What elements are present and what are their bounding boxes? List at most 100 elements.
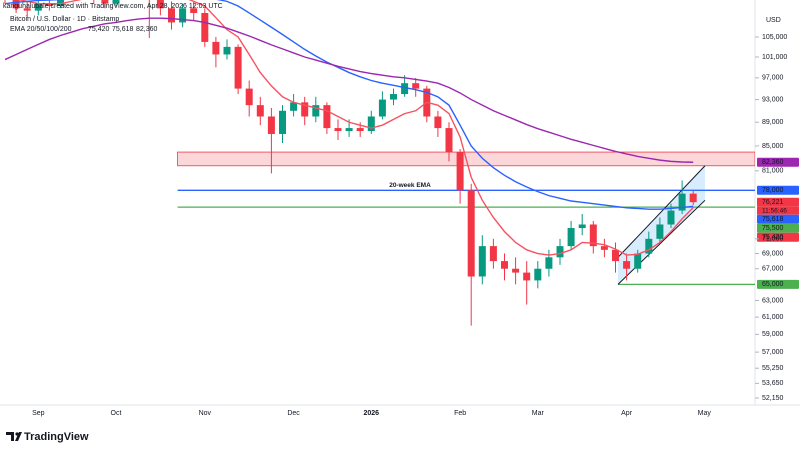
y-tick-label: 71,000 xyxy=(762,236,784,243)
legend-value: 75,420 xyxy=(88,26,110,33)
candle-body xyxy=(23,8,31,11)
y-tick-label: 93,000 xyxy=(762,96,784,103)
symbol-line: Bitcoin / U.S. Dollar · 1D · Bitstamp xyxy=(10,16,119,23)
countdown-box xyxy=(757,206,799,215)
candle-body xyxy=(112,0,120,4)
x-tick-label: Feb xyxy=(454,410,466,417)
candle-body xyxy=(378,99,386,117)
y-tick-label: 52,150 xyxy=(762,395,784,402)
ema-line xyxy=(4,0,694,210)
candle-body xyxy=(179,8,187,23)
countdown: 11:56:46 xyxy=(762,207,787,214)
y-tick-label: 97,000 xyxy=(762,75,784,82)
x-tick-label: Sep xyxy=(32,410,45,417)
candle-body xyxy=(12,0,20,9)
plot-area: 20-week EMA xyxy=(4,0,755,326)
price-label-box xyxy=(757,185,799,195)
x-tick-label: Nov xyxy=(199,410,212,417)
y-tick-label: 89,000 xyxy=(762,119,784,126)
candle-body xyxy=(567,228,575,247)
candle-body xyxy=(556,246,564,258)
candle-body xyxy=(168,8,175,23)
candle-body xyxy=(456,152,464,191)
currency: USD xyxy=(766,17,781,24)
price-label: 75,420 xyxy=(762,234,784,241)
candle-body xyxy=(467,190,475,277)
candle-body xyxy=(667,210,675,225)
y-tick-label: 69,000 xyxy=(762,250,784,257)
price-label: 78,000 xyxy=(762,187,784,194)
candle-body xyxy=(234,46,242,89)
candle-body xyxy=(489,246,497,262)
candle-body xyxy=(323,105,331,129)
candle-body xyxy=(412,83,420,89)
indicator-label: EMA 20/50/100/200 xyxy=(10,26,72,33)
price-label-box xyxy=(757,214,799,224)
candle-body xyxy=(612,249,619,262)
candle-body xyxy=(545,257,553,269)
channel-upper xyxy=(617,165,706,258)
y-tick-label: 67,000 xyxy=(762,266,784,273)
candle-body xyxy=(301,102,309,117)
price-label-box xyxy=(757,223,799,233)
candle-body xyxy=(434,116,442,129)
candle-body xyxy=(390,94,397,100)
channel-lower xyxy=(617,199,706,285)
y-tick-label: 85,000 xyxy=(762,143,784,150)
candle-body xyxy=(223,46,231,55)
candle-body xyxy=(101,0,109,4)
candle-body xyxy=(256,105,264,117)
logo-icon xyxy=(6,432,22,441)
ema-line xyxy=(4,17,694,163)
candle-body xyxy=(34,3,42,11)
candle-body xyxy=(634,253,642,269)
price-label: 65,000 xyxy=(762,281,784,288)
logo-dot xyxy=(15,432,19,436)
level-label: 20-week EMA xyxy=(389,182,431,189)
candle-body xyxy=(334,128,342,132)
candle-body xyxy=(401,83,409,95)
candle-body xyxy=(678,193,686,211)
candle-body xyxy=(345,128,353,132)
candle-body xyxy=(279,110,286,134)
y-tick-label: 81,000 xyxy=(762,168,784,175)
y-tick-label: 55,250 xyxy=(762,365,784,372)
y-tick-label: 53,650 xyxy=(762,380,784,387)
candle-body xyxy=(445,128,453,153)
y-tick-label: 61,000 xyxy=(762,314,784,321)
candle-body xyxy=(534,268,542,281)
price-label-box xyxy=(757,157,799,167)
candle-body xyxy=(656,224,664,239)
brand-logo: TradingView xyxy=(6,431,89,443)
candle-body xyxy=(623,261,631,269)
price-label-box xyxy=(757,197,799,207)
x-tick-label: Apr xyxy=(621,410,633,417)
y-tick-label: 63,000 xyxy=(762,297,784,304)
price-label-box xyxy=(757,279,799,289)
candle-body xyxy=(201,12,209,42)
candle-body xyxy=(312,105,320,117)
legend-value: 82,360 xyxy=(136,26,158,33)
candle-body xyxy=(512,268,520,273)
candle-body xyxy=(356,128,364,132)
price-label: 82,360 xyxy=(762,159,784,166)
price-label: 75,618 xyxy=(762,216,784,223)
x-tick-label: May xyxy=(698,410,712,417)
x-tick-label: 2026 xyxy=(364,410,380,417)
candle-body xyxy=(156,0,164,9)
candle-body xyxy=(645,238,653,254)
y-tick-label: 57,000 xyxy=(762,349,784,356)
candle-body xyxy=(600,246,608,250)
ema-line xyxy=(17,0,694,256)
x-tick-label: Dec xyxy=(287,410,300,417)
candle-body xyxy=(267,116,275,134)
candle-body xyxy=(45,3,53,6)
candle-body xyxy=(190,8,198,13)
candle-body xyxy=(478,246,486,277)
candle-body xyxy=(689,193,697,203)
price-label: 76,221 xyxy=(762,199,784,206)
y-tick-label: 105,000 xyxy=(762,34,787,41)
